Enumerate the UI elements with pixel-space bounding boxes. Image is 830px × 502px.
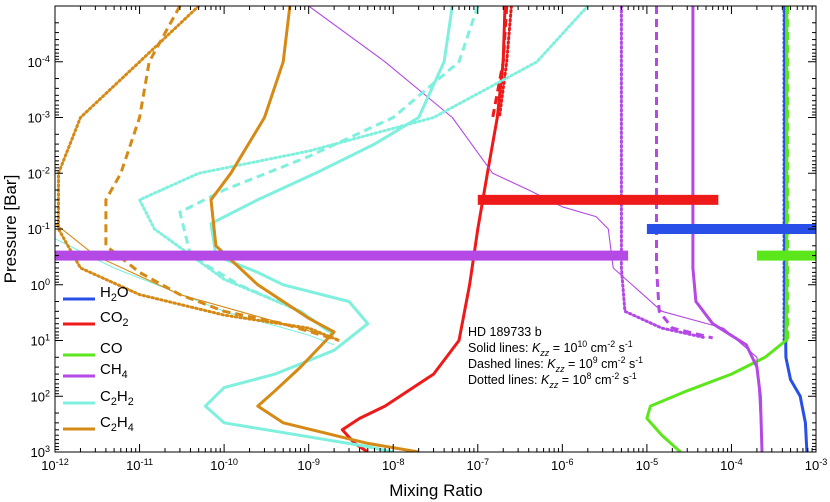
c2h4-legend-label: C2H4 (100, 414, 134, 434)
x-tick-label: 10-8 (382, 457, 405, 473)
ch4-dashed-line (655, 6, 714, 340)
annotation-line: Dashed lines: Kzz = 109 cm-2 s-1 (468, 355, 643, 374)
x-tick-label: 10-9 (297, 457, 320, 473)
ch4-constraint-bar (55, 250, 629, 261)
co-legend-label: CO (100, 340, 123, 357)
axis-layer: 10-12 10-11 10-10 10-9 10-8 10-7 10-6 10-5 10-4 1… (27, 5, 828, 473)
y-tick-label: 10-2 (27, 165, 50, 181)
c2h4-solid-line (209, 6, 419, 452)
c2h2-dashed-line (178, 6, 480, 337)
c2h4-thin-line (55, 223, 335, 339)
y-tick-label: 101 (30, 333, 50, 349)
bar-layer (55, 194, 816, 261)
c2h2-dotted-line (138, 6, 590, 337)
ch4-solid-line (691, 6, 764, 452)
annotation-line: Dotted lines: Kzz = 108 cm-2 s-1 (468, 371, 637, 390)
co-constraint-bar (756, 250, 816, 261)
y-tick-label: 10-1 (27, 221, 50, 237)
co2-legend-label: CO2 (100, 309, 129, 329)
annotation-line: Solid lines: Kzz = 1010 cm-2 s-1 (468, 339, 633, 358)
co2-constraint-bar (477, 194, 719, 205)
annotation-line: HD 189733 b (468, 325, 542, 339)
co2-dashed-line (491, 6, 509, 118)
x-tick-label: 10-3 (805, 457, 828, 473)
y-tick-label: 102 (30, 388, 50, 404)
c2h2-solid-line (203, 6, 454, 452)
co2-solid-line (340, 6, 507, 452)
c2h2-legend-label: C2H2 (100, 388, 134, 408)
ch4-thin-line (308, 6, 763, 452)
series-layer (55, 6, 809, 452)
legend: H2O CO2 CO CH4 C2H2 C2H4 (63, 284, 134, 434)
h2o-constraint-bar (646, 224, 816, 234)
y-tick-label: 100 (30, 277, 50, 293)
x-tick-label: 10-12 (41, 457, 69, 473)
ch4-legend-label: CH4 (100, 361, 128, 381)
x-tick-label: 10-4 (720, 457, 743, 473)
x-tick-label: 10-11 (126, 457, 153, 473)
y-axis-title: Pressure [Bar] (1, 175, 20, 284)
x-tick-label: 10-5 (636, 457, 659, 473)
y-tick-label: 103 (30, 444, 50, 460)
x-tick-label: 10-7 (466, 457, 489, 473)
x-axis-title: Mixing Ratio (389, 481, 483, 500)
y-tick-label: 10-3 (27, 110, 50, 126)
co2-dotted-line (497, 6, 513, 119)
c2h4-dotted-line (57, 6, 341, 342)
h2o-legend-label: H2O (100, 284, 129, 304)
ch4-dotted-line (619, 6, 708, 340)
x-tick-label: 10-6 (551, 457, 574, 473)
y-tick-label: 10-4 (27, 54, 50, 70)
x-tick-label: 10-10 (210, 457, 238, 473)
